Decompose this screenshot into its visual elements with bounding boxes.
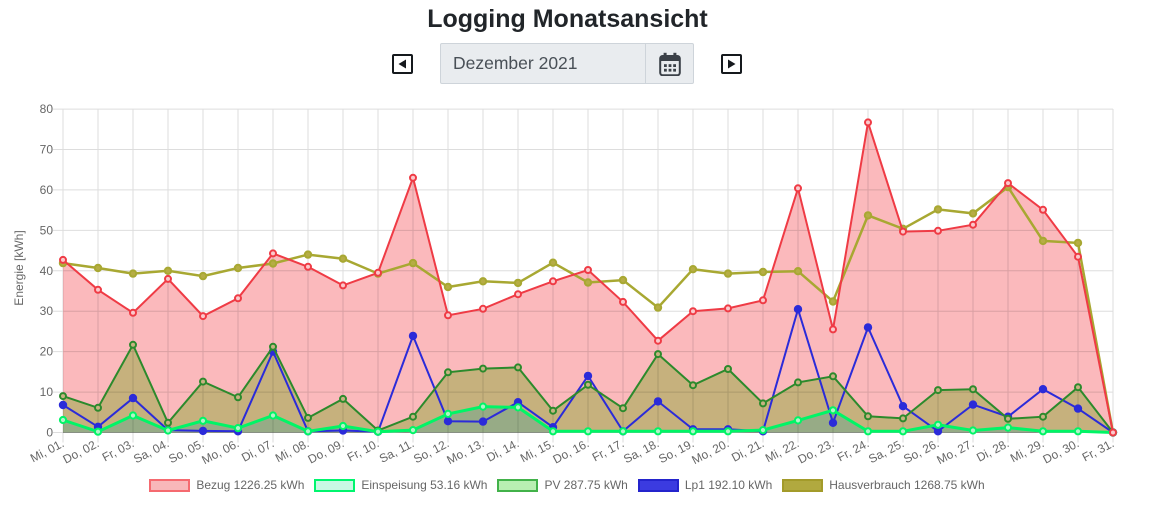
svg-text:30: 30 (40, 304, 54, 318)
svg-text:Di, 14.: Di, 14. (484, 436, 521, 464)
svg-text:Mo, 20.: Mo, 20. (689, 436, 731, 467)
svg-text:Sa, 11.: Sa, 11. (377, 436, 416, 466)
svg-text:Mi, 15.: Mi, 15. (518, 436, 556, 465)
svg-text:Mi, 22.: Mi, 22. (763, 436, 801, 465)
svg-text:40: 40 (40, 264, 54, 278)
svg-text:Sa, 04.: Sa, 04. (131, 436, 171, 466)
svg-text:Do, 23.: Do, 23. (796, 436, 837, 466)
svg-text:Di, 07.: Di, 07. (239, 436, 276, 464)
svg-text:60: 60 (40, 183, 54, 197)
svg-text:Fr, 24.: Fr, 24. (835, 436, 872, 464)
svg-text:Sa, 18.: Sa, 18. (621, 436, 661, 466)
svg-text:Do, 30.: Do, 30. (1041, 436, 1082, 466)
svg-text:80: 80 (40, 102, 54, 116)
svg-text:Mi, 01.: Mi, 01. (28, 436, 66, 465)
svg-text:Di, 21.: Di, 21. (729, 436, 766, 464)
svg-text:Fr, 03.: Fr, 03. (100, 436, 137, 464)
svg-text:Fr, 31.: Fr, 31. (1080, 436, 1117, 464)
svg-text:10: 10 (40, 385, 54, 399)
svg-text:50: 50 (40, 223, 54, 237)
svg-text:Mo, 13.: Mo, 13. (444, 436, 486, 467)
svg-text:Mo, 06.: Mo, 06. (199, 436, 241, 467)
svg-text:Do, 16.: Do, 16. (551, 436, 592, 466)
svg-text:Do, 02.: Do, 02. (61, 436, 102, 466)
svg-text:Mo, 27.: Mo, 27. (934, 436, 976, 467)
svg-text:20: 20 (40, 345, 54, 359)
svg-text:Di, 28.: Di, 28. (974, 436, 1011, 464)
svg-text:0: 0 (46, 426, 53, 440)
svg-text:Fr, 17.: Fr, 17. (590, 436, 627, 464)
svg-text:Sa, 25.: Sa, 25. (866, 436, 906, 466)
svg-text:70: 70 (40, 143, 54, 157)
svg-text:So, 05.: So, 05. (166, 436, 206, 466)
svg-text:Mi, 08.: Mi, 08. (273, 436, 311, 465)
svg-text:Energie [kWh]: Energie [kWh] (12, 230, 26, 305)
svg-text:Fr, 10.: Fr, 10. (345, 436, 382, 464)
svg-text:Do, 09.: Do, 09. (306, 436, 347, 466)
svg-text:Mi, 29.: Mi, 29. (1008, 436, 1046, 465)
svg-text:So, 12.: So, 12. (411, 436, 451, 466)
svg-text:So, 26.: So, 26. (901, 436, 941, 466)
svg-text:So, 19.: So, 19. (656, 436, 696, 466)
